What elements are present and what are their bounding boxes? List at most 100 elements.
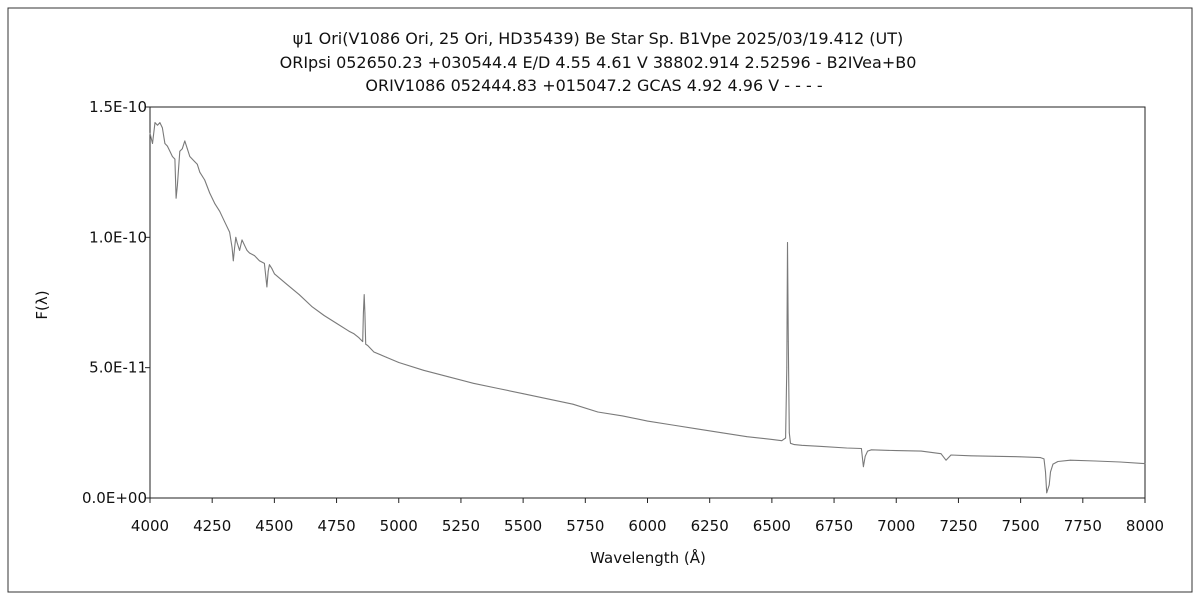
spectrum-point [1045, 471, 1046, 473]
spectrum-point [246, 250, 248, 251]
spectrum-point [229, 231, 231, 233]
spectrum-point [365, 343, 367, 345]
spectrum-point [788, 432, 790, 434]
spectrum-point [385, 356, 387, 358]
x-tick-label: 7500 [1002, 517, 1040, 535]
spectrum-point [196, 163, 198, 165]
spectrum-point [473, 382, 474, 384]
x-tick-label: 5000 [380, 517, 418, 535]
spectrum-point [274, 273, 275, 275]
y-tick-label: 5.0E-11 [89, 359, 147, 377]
spectrum-point [863, 466, 864, 468]
spectrum-point [231, 247, 233, 249]
x-tick-label: 7750 [1064, 517, 1102, 535]
spectrum-point [821, 446, 822, 447]
spectrum-point [194, 161, 196, 163]
spectrum-point [1094, 460, 1096, 462]
spectrum-point [622, 415, 623, 417]
series-layer [149, 122, 1146, 494]
spectrum-point [785, 437, 786, 439]
x-tick-label: 7250 [939, 517, 977, 535]
spectrum-point [159, 122, 161, 123]
spectrum-point [940, 453, 942, 455]
spectrum-point [169, 150, 171, 152]
spectrum-point [157, 124, 158, 126]
spectrum-point [348, 330, 350, 332]
x-tick-label: 6250 [691, 517, 729, 535]
spectrum-point [721, 432, 723, 434]
spectrum-point [204, 179, 206, 181]
spectrum-point [177, 184, 178, 186]
spectrum-point [175, 197, 177, 199]
spectrum-point [1144, 463, 1146, 464]
spectrum-point [199, 171, 201, 173]
spectrum-point [358, 337, 360, 339]
spectrum-point [362, 341, 364, 342]
spectrum-point [336, 323, 337, 324]
spectrum-point [254, 255, 255, 256]
x-tick-label: 5500 [504, 517, 542, 535]
spectrum-point [787, 242, 788, 243]
spectrum-point [801, 444, 803, 446]
x-axis-label: Wavelength (Å) [590, 548, 706, 567]
spectrum-point [1070, 459, 1071, 461]
spectrum-point [186, 148, 188, 150]
spectrum-point [746, 436, 748, 438]
spectrum-point [1020, 456, 1021, 458]
spectrum-point [1046, 492, 1048, 494]
spectrum-point [945, 459, 947, 461]
spectrum-point [1052, 463, 1054, 465]
spectrum-point [786, 367, 788, 369]
spectrum-point [597, 411, 599, 413]
spectrum-point [1040, 457, 1041, 458]
spectrum-point [970, 455, 972, 457]
chart-title-line-1: ψ1 Ori(V1086 Ori, 25 Ori, HD35439) Be St… [293, 29, 903, 48]
spectrum-point [920, 450, 922, 452]
spectrum-point [423, 369, 424, 371]
spectrum-point [371, 349, 372, 350]
spectrum-point [790, 442, 791, 444]
spectrum-point [232, 260, 234, 262]
x-tick-label: 4250 [193, 517, 231, 535]
spectrum-point [152, 143, 153, 144]
spectrum-point [781, 440, 783, 442]
y-tick-label: 1.0E-10 [89, 228, 147, 246]
spectrum-point [867, 450, 868, 452]
spectrum-point [1057, 461, 1059, 462]
x-tick-label: 5750 [566, 517, 604, 535]
y-axis-ticks: 0.0E+00 5.0E-11 1.0E-10 1.5E-10 [82, 98, 150, 507]
spectrum-point [367, 345, 369, 346]
x-tick-label: 7000 [877, 517, 915, 535]
spectrum-point [771, 439, 773, 440]
spectrum-point [179, 150, 181, 152]
spectrum-point [267, 270, 269, 272]
spectrum-point [448, 376, 449, 378]
spectrum-point [214, 203, 216, 204]
x-tick-label: 4750 [317, 517, 355, 535]
spectrum-point [244, 244, 245, 246]
spectrum-point [234, 247, 236, 249]
x-axis-ticks: 4000 4250 4500 4750 5000 5250 5500 5750 6000 6250… [131, 498, 1164, 535]
chart-title-line-2: ORIpsi 052650.23 +030544.4 E/D 4.55 4.61… [280, 53, 917, 72]
spectrum-point [364, 312, 366, 314]
spectrum-point [846, 447, 847, 449]
spectrum-point [266, 286, 268, 288]
spectrum-point [787, 341, 789, 342]
spectrum-point [311, 306, 313, 307]
spectrum-point [286, 283, 288, 285]
spectrum-point [696, 428, 698, 430]
spectrum-point [219, 210, 221, 212]
spectrum-point [861, 448, 862, 449]
x-tick-label: 6000 [628, 517, 666, 535]
spectrum-point [241, 239, 243, 241]
spectrum-point [209, 192, 211, 194]
spectrum-point [236, 242, 238, 243]
spectrum-point [672, 424, 673, 426]
spectrum-point [154, 122, 156, 123]
x-tick-label: 4500 [255, 517, 293, 535]
spectrum-point [1043, 458, 1045, 460]
spectrum-point [249, 252, 250, 254]
spectrum-point [271, 268, 273, 269]
plot-area [149, 106, 1146, 499]
